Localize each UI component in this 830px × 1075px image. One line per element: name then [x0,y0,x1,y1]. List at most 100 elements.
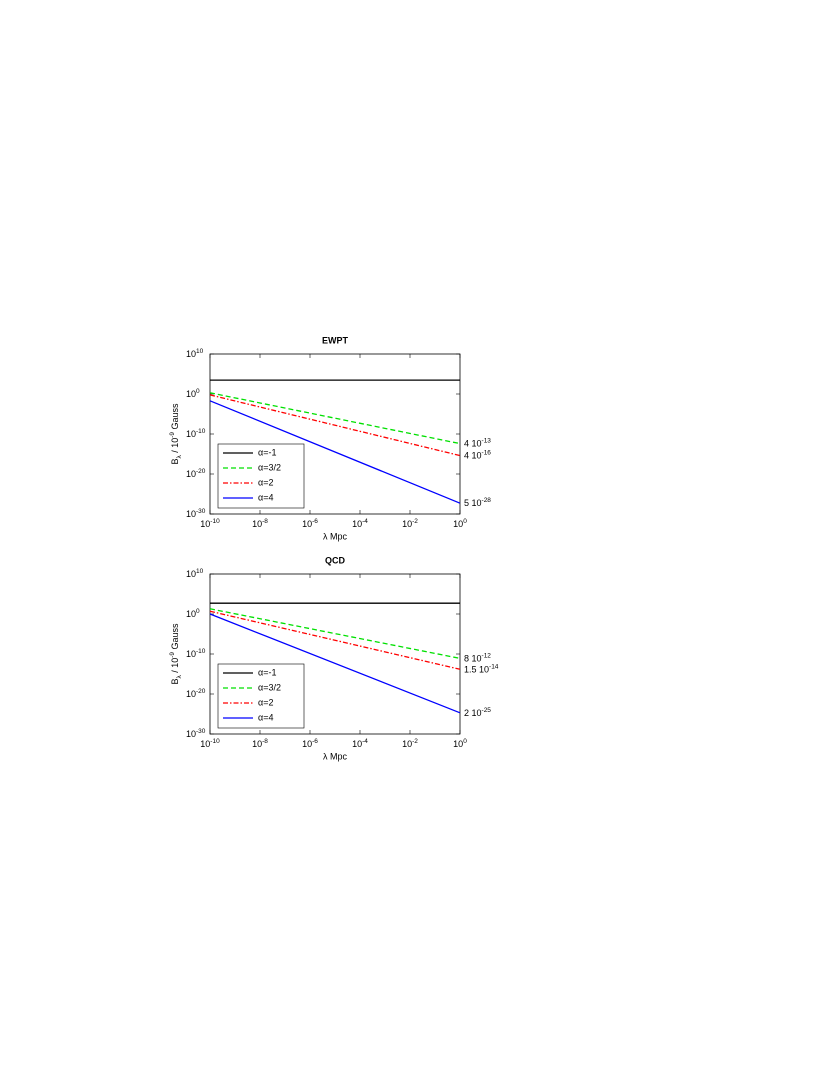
y-tick-base: 10 [186,429,196,439]
x-tick-label: 10-10 [200,738,220,750]
y-tick-label: 10-10 [186,428,206,440]
y-label-unit: Gauss [170,403,180,432]
x-tick-exp: -4 [362,738,368,745]
y-label-base: B [170,679,180,685]
end-value-label: 4 10-13 [464,437,491,449]
x-tick-label: 10-8 [252,518,268,530]
series-line [209,392,461,445]
series-line [209,610,461,670]
end-value-exp: -16 [482,449,492,456]
x-tick-label: 10-8 [252,738,268,750]
y-tick-exp: 10 [196,348,204,355]
end-value-base: 4 10 [464,451,482,461]
x-tick-base: 10 [453,739,463,749]
x-tick-exp: -8 [262,738,268,745]
y-tick-base: 10 [186,509,196,519]
y-tick-label: 10-20 [186,688,206,700]
y-axis-label: Bλ / 10-9 Gauss [169,403,183,465]
legend-box [217,443,305,509]
legend-label: α=-1 [258,447,276,457]
y-tick-label: 10-20 [186,468,206,480]
y-tick-label: 1010 [186,348,204,360]
legend-label: α=2 [258,477,273,487]
legend: α=-1 α=3/2 α=2 α=4 [217,663,305,729]
x-tick-base: 10 [352,739,362,749]
y-label-mid: / 10 [170,438,180,456]
legend-box [217,663,305,729]
x-tick-exp: -6 [312,738,318,745]
x-tick-base: 10 [453,519,463,529]
y-tick-base: 10 [186,689,196,699]
x-axis-label: λ Mpc [323,751,348,761]
end-value-base: 5 10 [464,499,482,509]
y-tick-base: 10 [186,569,196,579]
y-tick-label: 10-30 [186,508,206,520]
y-label-sub: λ [176,455,183,459]
legend: α=-1 α=3/2 α=2 α=4 [217,443,305,509]
y-tick-base: 10 [186,349,196,359]
y-tick-exp: -30 [196,508,206,515]
x-tick-base: 10 [402,519,412,529]
legend-label: α=3/2 [258,462,281,472]
x-tick-exp: -4 [362,518,368,525]
y-label-sup: -9 [169,432,176,438]
end-value-base: 4 10 [464,439,482,449]
y-label-sup: -9 [169,652,176,658]
y-tick-base: 10 [186,389,196,399]
y-tick-exp: -20 [196,468,206,475]
end-value-base: 8 10 [464,654,482,664]
end-value-label: 8 10-12 [464,652,491,664]
end-value-label: 5 10-28 [464,497,491,509]
end-value-label: 1.5 10-14 [464,663,499,675]
x-tick-base: 10 [302,739,312,749]
series-line [209,613,461,714]
y-axis-label: Bλ / 10-9 Gauss [169,623,183,685]
y-tick-exp: -20 [196,688,206,695]
end-value-label: 4 10-16 [464,449,491,461]
legend-label: α=3/2 [258,682,281,692]
legend-label: α=-1 [258,667,276,677]
x-tick-exp: -10 [210,738,220,745]
end-value-exp: -13 [482,437,492,444]
end-value-base: 2 10 [464,708,482,718]
series-line [209,394,461,457]
chart-title: QCD [325,555,346,565]
y-tick-exp: 0 [196,608,200,615]
x-tick-exp: -10 [210,518,220,525]
y-tick-base: 10 [186,469,196,479]
x-tick-base: 10 [402,739,412,749]
y-tick-base: 10 [186,609,196,619]
end-value-exp: -28 [482,497,492,504]
y-tick-label: 10-30 [186,728,206,740]
x-tick-exp: 0 [463,738,467,745]
chart-title: EWPT [322,335,349,345]
end-value-exp: -12 [482,652,492,659]
end-value-label: 2 10-25 [464,707,491,719]
y-tick-exp: 0 [196,388,200,395]
x-tick-base: 10 [252,519,262,529]
x-tick-base: 10 [200,739,210,749]
y-label-sub: λ [176,675,183,679]
y-tick-exp: -30 [196,728,206,735]
y-tick-base: 10 [186,729,196,739]
y-tick-label: 100 [186,388,200,400]
series-line [209,608,461,660]
x-tick-base: 10 [352,519,362,529]
y-tick-base: 10 [186,649,196,659]
y-label-mid: / 10 [170,658,180,676]
legend-label: α=4 [258,712,273,722]
x-tick-label: 10-2 [402,738,418,750]
end-value-exp: -25 [482,707,492,714]
x-tick-base: 10 [302,519,312,529]
legend-label: α=2 [258,697,273,707]
x-tick-label: 10-6 [302,518,318,530]
x-tick-label: 10-10 [200,518,220,530]
y-tick-exp: 10 [196,568,204,575]
series-line [209,400,461,504]
x-tick-label: 10-4 [352,518,368,530]
x-tick-exp: 0 [463,518,467,525]
